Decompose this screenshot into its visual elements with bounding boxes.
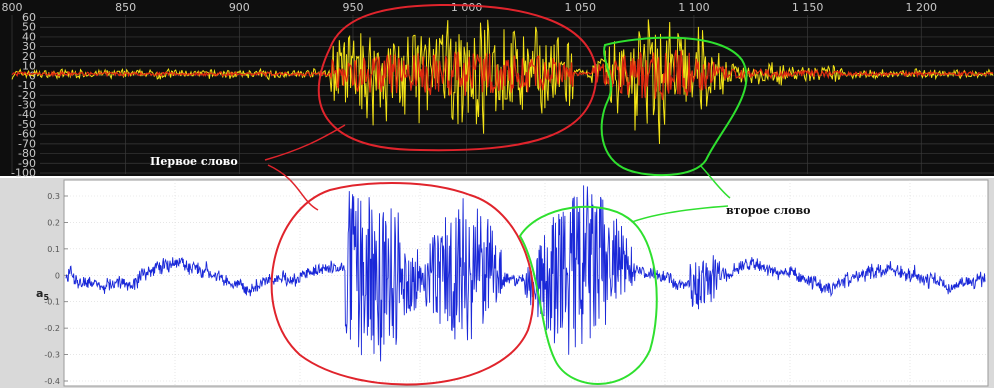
top-y-tick-label: -40 bbox=[18, 108, 36, 121]
bottom-y-tick-label: -0.4 bbox=[44, 377, 60, 386]
top-y-tick-label: 50 bbox=[22, 21, 36, 34]
second-word-pointer-top bbox=[699, 164, 731, 199]
top-chart: 800 850 900 950 1 000 1 050 1 100 1 150 1 200 60… bbox=[0, 0, 994, 180]
bottom-chart-y-axis: 0.3 0.2 0.1 0 -0.1 -0.2 -0.3 -0.4 bbox=[44, 192, 60, 386]
bottom-y-tick-label: -0.3 bbox=[44, 351, 60, 360]
top-y-tick-label: -100 bbox=[11, 167, 36, 180]
bottom-y-tick-label: -0.2 bbox=[44, 324, 60, 333]
top-y-tick-label: -50 bbox=[18, 118, 36, 131]
top-y-tick-label: 10 bbox=[22, 60, 36, 73]
top-x-tick-label: 1 150 bbox=[792, 1, 824, 14]
first-word-circle-top bbox=[317, 3, 598, 152]
bottom-y-tick-label: 0.1 bbox=[47, 245, 60, 254]
top-x-tick-label: 1 000 bbox=[451, 1, 483, 14]
top-x-tick-label: 800 bbox=[2, 1, 23, 14]
top-y-tick-label: 30 bbox=[22, 40, 36, 53]
top-y-tick-label: -20 bbox=[18, 89, 36, 102]
annotations: Первое слово второе слово bbox=[150, 3, 810, 386]
top-envelope-line bbox=[11, 49, 994, 100]
bottom-y-tick-label: -0.1 bbox=[44, 298, 60, 307]
top-x-tick-label: 950 bbox=[342, 1, 363, 14]
top-x-tick-label: 900 bbox=[229, 1, 250, 14]
top-chart-grid bbox=[11, 15, 994, 174]
top-y-tick-label: -60 bbox=[18, 128, 36, 141]
top-chart-x-axis: 800 850 900 950 1 000 1 050 1 100 1 150 1 200 bbox=[2, 1, 938, 14]
bottom-y-tick-label: 0 bbox=[55, 271, 60, 280]
top-x-tick-label: 850 bbox=[115, 1, 136, 14]
top-chart-series bbox=[11, 19, 994, 145]
first-word-circle-bottom bbox=[270, 182, 535, 386]
top-y-tick-label: 40 bbox=[22, 30, 36, 43]
bottom-chart-ylabel: a5 bbox=[36, 287, 49, 302]
second-word-circle-bottom bbox=[518, 205, 658, 385]
first-word-pointer-bottom bbox=[267, 164, 319, 211]
second-word-pointer-bottom bbox=[631, 205, 729, 223]
bottom-signal-line bbox=[65, 185, 986, 362]
top-x-tick-label: 1 050 bbox=[565, 1, 597, 14]
top-signal-line bbox=[11, 19, 994, 145]
top-x-tick-label: 1 100 bbox=[678, 1, 710, 14]
top-chart-y-axis: 6050403020100-10-20-30-40-50-60-70-80-90… bbox=[11, 11, 36, 180]
second-word-circle-top bbox=[600, 36, 748, 177]
top-y-tick-label: -10 bbox=[18, 79, 36, 92]
top-y-tick-label: -70 bbox=[18, 137, 36, 150]
top-y-tick-label: 60 bbox=[22, 11, 36, 24]
top-y-tick-label: 20 bbox=[22, 50, 36, 63]
first-word-pointer-top bbox=[264, 124, 346, 161]
bottom-chart: 0.3 0.2 0.1 0 -0.1 -0.2 -0.3 -0.4 a5 bbox=[0, 178, 994, 388]
top-y-tick-label: -80 bbox=[18, 147, 36, 160]
second-word-label: второе слово bbox=[726, 204, 810, 217]
bottom-y-tick-label: 0.2 bbox=[47, 218, 60, 227]
top-y-tick-label: -90 bbox=[18, 157, 36, 170]
top-x-tick-label: 1 200 bbox=[906, 1, 938, 14]
bottom-y-tick-label: 0.3 bbox=[47, 192, 60, 201]
bottom-chart-series bbox=[65, 185, 986, 362]
top-y-tick-label: -30 bbox=[18, 98, 36, 111]
first-word-label: Первое слово bbox=[150, 155, 238, 168]
